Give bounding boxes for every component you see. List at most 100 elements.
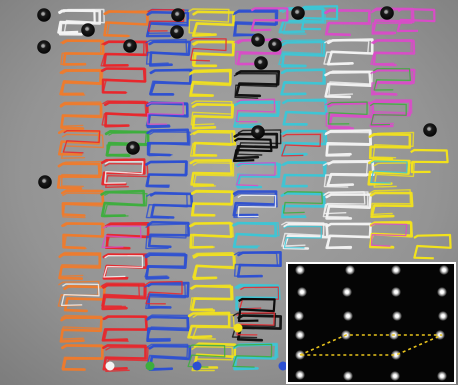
trajectory-segment	[283, 225, 323, 249]
trajectory-segment	[105, 10, 150, 37]
trajectory-segment	[188, 8, 230, 35]
diffraction-spot-core	[298, 268, 302, 272]
trajectory-segment	[60, 160, 103, 188]
trajectory-segment	[235, 162, 276, 187]
trajectory-segment	[236, 314, 282, 342]
trajectory-segment	[144, 253, 188, 280]
diffraction-spot-core	[298, 333, 302, 337]
trajectory-segment	[237, 100, 281, 126]
trajectory-segment	[58, 253, 102, 280]
trajectory-segment	[370, 160, 408, 184]
trajectory-segment	[370, 39, 413, 65]
trajectory-segment	[327, 101, 368, 125]
trajectory-endpoint	[145, 361, 155, 371]
trajectory-segment	[187, 311, 231, 339]
trajectory-layer	[56, 5, 452, 372]
trajectory-segment	[370, 191, 414, 218]
trajectory-segment	[190, 191, 233, 217]
trajectory-segment	[234, 342, 279, 369]
trajectory-segment	[281, 221, 325, 247]
particle-highlight	[41, 12, 45, 16]
particle-highlight	[85, 27, 89, 31]
trajectory-segment	[413, 233, 452, 260]
trajectory-segment	[234, 222, 280, 248]
diffraction-spot-core	[298, 373, 302, 377]
trajectory-segment	[325, 193, 372, 220]
trajectory-segment	[232, 137, 273, 162]
diffraction-spot-core	[394, 353, 398, 357]
trajectory-segment	[373, 162, 415, 188]
trajectory-segment	[192, 162, 235, 188]
trajectory-segment	[369, 102, 407, 126]
trajectory-segment	[188, 70, 231, 97]
trajectory-segment	[104, 223, 150, 250]
trajectory-segment	[235, 285, 281, 311]
trajectory-segment	[100, 158, 146, 186]
trajectory-segment	[100, 41, 145, 67]
trajectory-endpoint	[192, 361, 202, 371]
diffraction-spot-core	[440, 290, 444, 294]
trajectory-segment	[281, 133, 322, 157]
trajectory-segment	[281, 69, 326, 96]
trajectory-segment	[146, 128, 190, 157]
diffraction-spot-core	[348, 268, 352, 272]
trajectory-segment	[250, 7, 289, 32]
trajectory-segment	[369, 100, 412, 128]
trajectory-segment	[191, 103, 235, 130]
trajectory-segment	[60, 133, 104, 159]
trajectory-segment	[233, 72, 278, 99]
trajectory-segment	[233, 192, 278, 219]
trajectory-segment	[100, 283, 140, 307]
trajectory-segment	[410, 148, 449, 174]
trajectory-endpoint	[105, 361, 115, 371]
trajectory-segment	[103, 192, 148, 218]
trajectory-segment	[59, 102, 103, 130]
trajectory-segment	[60, 283, 100, 307]
trajectory-segment	[192, 10, 235, 37]
trajectory-segment	[105, 346, 149, 372]
trajectory-segment	[191, 346, 233, 372]
diffraction-inset	[286, 262, 456, 384]
trajectory-endpoint	[278, 361, 288, 371]
diffraction-spot-core	[297, 314, 301, 318]
trajectory-segment	[367, 159, 411, 186]
diffraction-spot-core	[345, 290, 349, 294]
trajectory-segment	[101, 282, 145, 308]
trajectory-segment	[231, 312, 277, 339]
trajectory-segment	[191, 40, 234, 68]
trajectory-segment	[368, 133, 412, 161]
trajectory-segment	[369, 189, 412, 216]
trajectory-segment	[372, 68, 416, 96]
trajectory-segment	[235, 70, 280, 98]
trajectory-segment	[63, 223, 105, 250]
trajectory-segment	[369, 220, 412, 248]
trajectory-segment	[189, 38, 227, 62]
trajectory-segment	[107, 131, 147, 156]
particle-layer	[37, 6, 437, 189]
trajectory-segment	[323, 191, 366, 215]
trajectory-segment	[370, 223, 408, 247]
trajectory-segment	[232, 343, 273, 368]
trajectory-segment	[148, 40, 191, 67]
particle-highlight	[295, 10, 299, 14]
trajectory-segment	[102, 344, 147, 371]
trajectory-segment	[326, 160, 375, 187]
diffraction-spot-core	[346, 314, 350, 318]
trajectory-segment	[278, 39, 323, 66]
trajectory-segment	[62, 129, 101, 154]
trajectory-segment	[280, 162, 325, 188]
trajectory-segment	[189, 284, 232, 311]
diffraction-spot-core	[441, 314, 445, 318]
trajectory-segment	[190, 100, 233, 126]
diffraction-spot-core	[394, 268, 398, 272]
particle-highlight	[255, 129, 259, 133]
trajectory-endpoint	[233, 323, 243, 333]
trajectory-segment	[145, 101, 188, 127]
trajectory-segment	[145, 38, 188, 65]
diffraction-spot-core	[346, 374, 350, 378]
trajectory-segment	[189, 159, 233, 187]
trajectory-segment	[104, 161, 144, 184]
trajectory-segment	[146, 315, 190, 342]
particle-highlight	[130, 145, 134, 149]
trajectory-segment	[232, 11, 277, 37]
